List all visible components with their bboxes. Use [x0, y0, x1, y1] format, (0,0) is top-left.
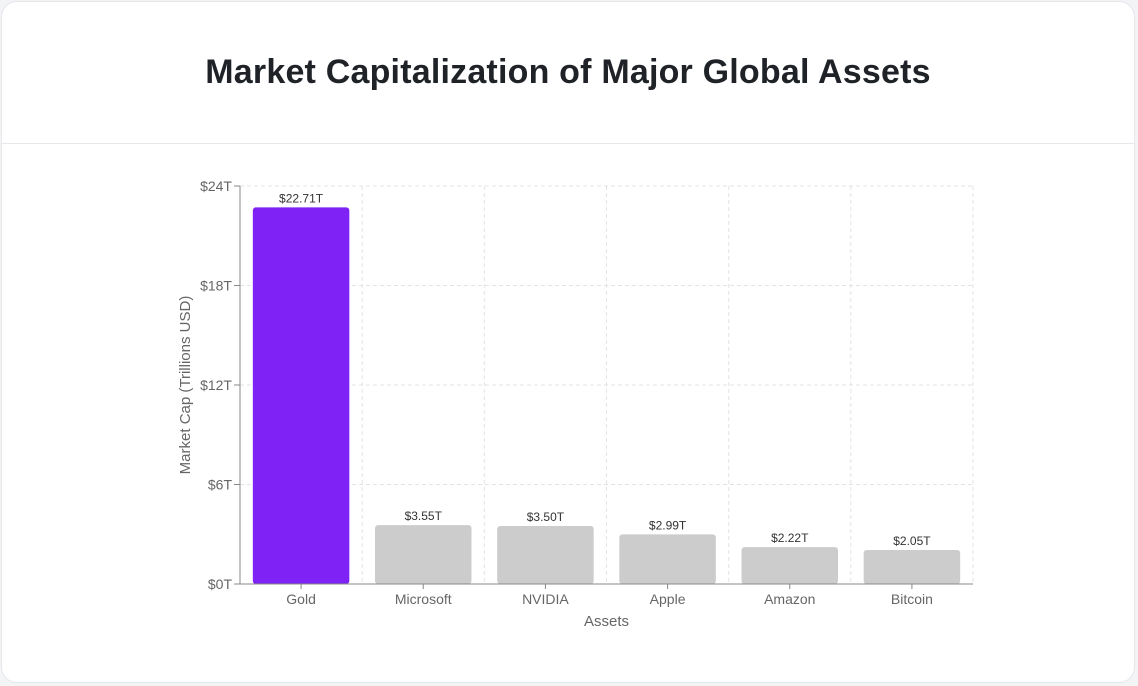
- bar-amazon: [741, 547, 839, 584]
- bar-bitcoin: [863, 550, 961, 584]
- x-tick-label: Bitcoin: [891, 591, 933, 607]
- chart-area: $22.71T $3.55T $3.50T $2.99T $2.22T $2.05T $0…: [2, 144, 1134, 682]
- bar-value-label: $2.05T: [893, 534, 931, 548]
- y-tick-label: $6T: [208, 477, 233, 493]
- x-tick-label: Apple: [650, 591, 686, 607]
- x-tick-label: NVIDIA: [522, 591, 569, 607]
- bar-value-label: $22.71T: [279, 191, 324, 205]
- card-header: Market Capitalization of Major Global As…: [2, 2, 1134, 144]
- bar-value-label: $3.50T: [527, 510, 565, 524]
- bar-nvidia: [497, 525, 594, 584]
- bar-value-label: $3.55T: [405, 509, 443, 523]
- grid-lines: [239, 185, 974, 585]
- x-tick-label: Amazon: [764, 591, 815, 607]
- y-tick-label: $24T: [200, 178, 232, 194]
- y-tick-label: $0T: [208, 576, 233, 592]
- bars: $22.71T $3.55T $3.50T $2.99T $2.22T $2.05T: [252, 191, 961, 584]
- bar-microsoft: [374, 525, 472, 584]
- y-tick-label: $12T: [200, 377, 232, 393]
- x-axis-label: Assets: [584, 613, 629, 630]
- bar-value-label: $2.22T: [771, 531, 809, 545]
- bar-chart: $22.71T $3.55T $3.50T $2.99T $2.22T $2.05T $0…: [177, 178, 974, 630]
- x-tick-label: Gold: [286, 591, 316, 607]
- x-tick-label: Microsoft: [395, 591, 452, 607]
- bar-apple: [619, 534, 716, 584]
- y-axis-label: Market Cap (Trillions USD): [177, 296, 194, 475]
- y-tick-label: $18T: [200, 278, 232, 294]
- bar-value-label: $2.99T: [649, 518, 687, 532]
- bar-gold: [252, 207, 350, 584]
- page-title: Market Capitalization of Major Global As…: [205, 53, 931, 91]
- axes: $0T $6T $12T $18T $24T Gold Microsoft NVIDIA App…: [200, 178, 973, 607]
